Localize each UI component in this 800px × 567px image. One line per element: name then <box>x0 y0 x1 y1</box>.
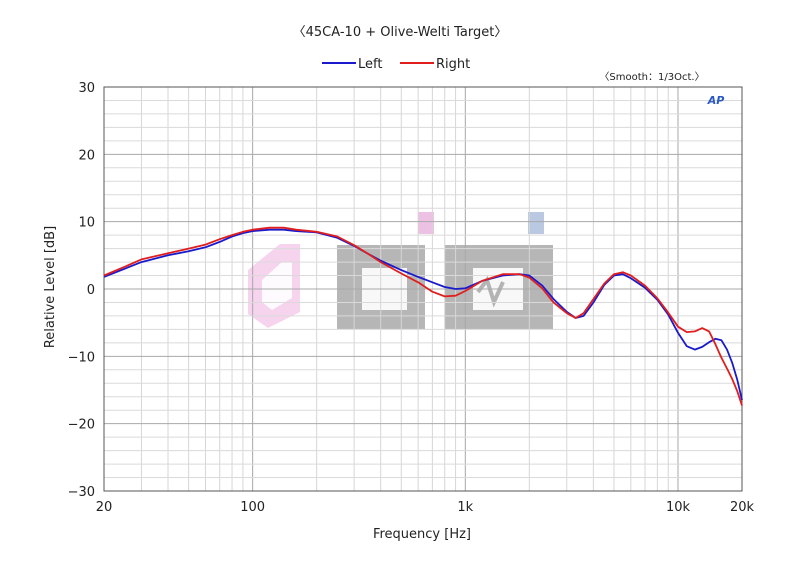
series-line-right <box>103 226 743 406</box>
y-axis-ticks: 30 20 10 0 −10 −20 −30 <box>68 81 95 500</box>
legend-label-left: Left <box>358 57 382 72</box>
x-tick-label: 20k <box>730 500 755 515</box>
legend-label-right: Right <box>436 57 470 72</box>
chart-title: 〈45CA-10 + Olive-Welti Target〉 <box>293 25 508 40</box>
series-lines <box>103 226 743 406</box>
x-axis-ticks: 20 100 1k 10k 20k <box>96 500 755 515</box>
x-axis-label: Frequency [Hz] <box>373 527 471 542</box>
x-tick-label: 100 <box>240 500 265 515</box>
legend: Left Right <box>322 57 470 72</box>
x-tick-label: 20 <box>96 500 113 515</box>
ap-logo: AP <box>707 94 725 107</box>
y-tick-label: −20 <box>68 418 95 433</box>
y-tick-label: 10 <box>78 216 95 231</box>
y-axis-label: Relative Level [dB] <box>43 226 58 348</box>
x-tick-label: 10k <box>666 500 691 515</box>
y-tick-label: −10 <box>68 350 95 365</box>
y-tick-label: 0 <box>87 283 95 298</box>
y-tick-label: 30 <box>78 81 95 96</box>
smoothing-note: 〈Smooth：1/3Oct.〉 <box>599 71 704 83</box>
y-tick-label: −30 <box>68 485 95 500</box>
plot-area <box>103 86 743 492</box>
y-tick-label: 20 <box>78 148 95 163</box>
x-tick-label: 1k <box>457 500 473 515</box>
